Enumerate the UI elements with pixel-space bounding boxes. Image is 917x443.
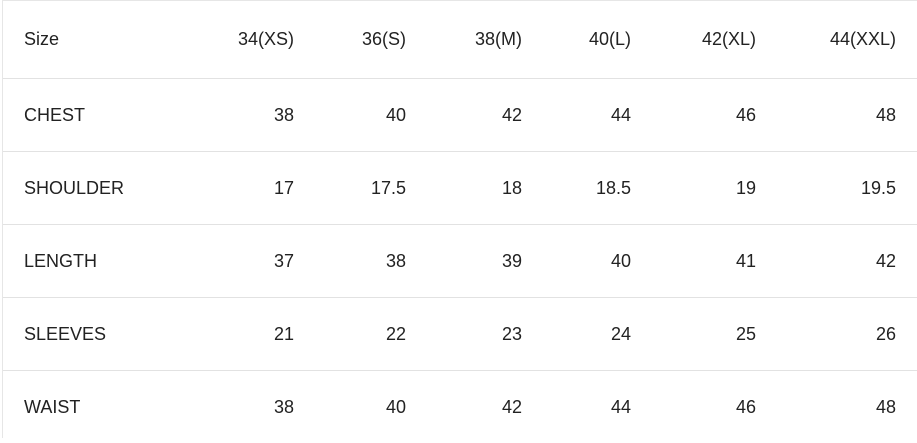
table-cell: 23 <box>406 298 522 371</box>
table-cell: 18 <box>406 152 522 225</box>
table-cell: 41 <box>631 225 756 298</box>
header-cell-size: Size <box>3 1 176 79</box>
table-row-length: LENGTH 37 38 39 40 41 42 <box>3 225 917 298</box>
table-cell: 42 <box>756 225 917 298</box>
header-cell-44-xxl: 44(XXL) <box>756 1 917 79</box>
table-cell: 24 <box>522 298 631 371</box>
table-cell: 38 <box>176 79 294 152</box>
header-cell-42-xl: 42(XL) <box>631 1 756 79</box>
table-cell: 39 <box>406 225 522 298</box>
table-cell: 40 <box>294 79 406 152</box>
table-header-row: Size 34(XS) 36(S) 38(M) 40(L) 42(XL) 44(… <box>3 1 917 79</box>
table-cell: 48 <box>756 371 917 443</box>
table-row-shoulder: SHOULDER 17 17.5 18 18.5 19 19.5 <box>3 152 917 225</box>
table-cell: 18.5 <box>522 152 631 225</box>
table-row-sleeves: SLEEVES 21 22 23 24 25 26 <box>3 298 917 371</box>
table-row-waist: WAIST 38 40 42 44 46 48 <box>3 371 917 443</box>
table-cell: 46 <box>631 371 756 443</box>
table-cell: 42 <box>406 371 522 443</box>
table-cell: 46 <box>631 79 756 152</box>
table-cell: 25 <box>631 298 756 371</box>
table-cell: 38 <box>294 225 406 298</box>
row-label: LENGTH <box>3 225 176 298</box>
header-cell-38-m: 38(M) <box>406 1 522 79</box>
table-cell: 42 <box>406 79 522 152</box>
table-cell: 37 <box>176 225 294 298</box>
table-cell: 21 <box>176 298 294 371</box>
table-cell: 38 <box>176 371 294 443</box>
table-cell: 17 <box>176 152 294 225</box>
header-cell-34-xs: 34(XS) <box>176 1 294 79</box>
table-cell: 48 <box>756 79 917 152</box>
row-label: SLEEVES <box>3 298 176 371</box>
size-chart-table: Size 34(XS) 36(S) 38(M) 40(L) 42(XL) 44(… <box>3 1 917 443</box>
table-row-chest: CHEST 38 40 42 44 46 48 <box>3 79 917 152</box>
row-label: CHEST <box>3 79 176 152</box>
table-cell: 17.5 <box>294 152 406 225</box>
table-cell: 19 <box>631 152 756 225</box>
row-label: WAIST <box>3 371 176 443</box>
table-cell: 44 <box>522 371 631 443</box>
table-cell: 40 <box>294 371 406 443</box>
table-cell: 44 <box>522 79 631 152</box>
header-cell-36-s: 36(S) <box>294 1 406 79</box>
table-cell: 19.5 <box>756 152 917 225</box>
table-cell: 40 <box>522 225 631 298</box>
header-cell-40-l: 40(L) <box>522 1 631 79</box>
table-cell: 22 <box>294 298 406 371</box>
row-label: SHOULDER <box>3 152 176 225</box>
table-cell: 26 <box>756 298 917 371</box>
